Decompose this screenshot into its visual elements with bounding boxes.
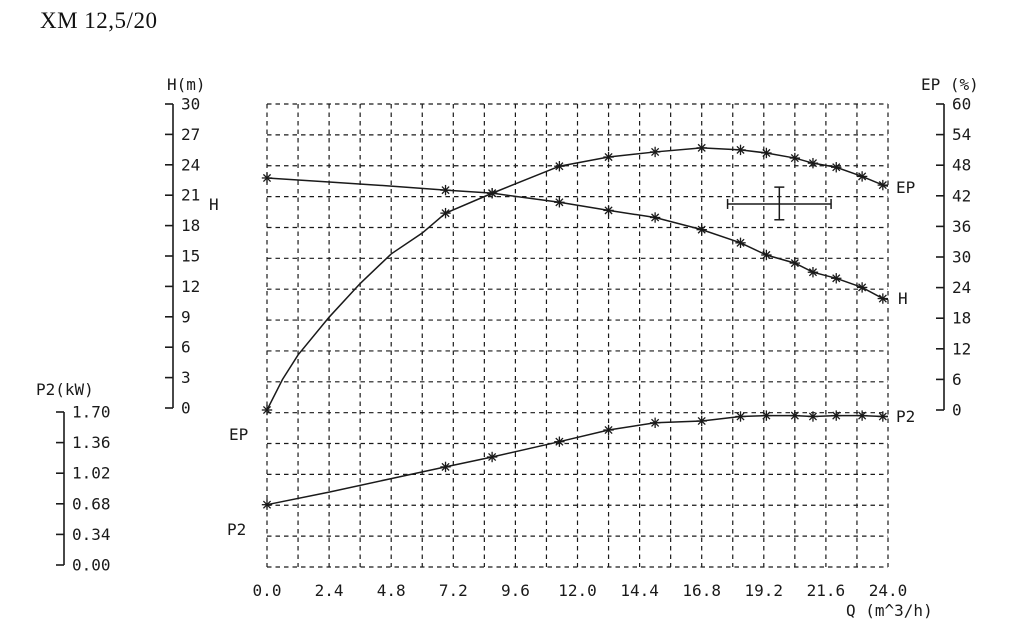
ep-axis-tick-label: 24 [952,278,971,297]
curve-label-p2-left: P2 [227,520,247,539]
p2-axis-title: P2(kW) [36,380,94,399]
h-axis-tick-label: 9 [181,307,191,326]
h-axis-title: H(m) [167,75,206,94]
h-axis-tick-label: 18 [181,216,200,235]
ep-axis-tick-label: 48 [952,156,971,175]
h-axis-tick-label: 3 [181,368,191,387]
x-axis-tick-label: 2.4 [315,581,344,600]
x-axis-tick-label: 19.2 [745,581,784,600]
x-axis-tick-label: 7.2 [439,581,468,600]
h-axis-tick-label: 30 [181,95,200,114]
ep-axis-tick-label: 6 [952,370,962,389]
ep-axis-title: EP (%) [921,75,979,94]
ep-axis-tick-label: 30 [952,248,971,267]
curve-label-p2-right: P2 [896,407,916,426]
p2-axis: 0.00 0.34 0.68 1.02 1.36 1.70 [56,403,111,575]
h-axis-tick-label: 21 [181,186,200,205]
curve-label-h-right: H [898,289,908,308]
markers-P2 [261,410,889,510]
ep-axis: 0 6 12 18 24 30 36 42 48 54 60 [936,95,971,420]
h-axis-tick-label: 12 [181,277,200,296]
p2-axis-tick-label: 0.00 [72,556,111,575]
ep-axis-tick-label: 0 [952,401,962,420]
ep-axis-tick-label: 18 [952,309,971,328]
page-title: XM 12,5/20 [40,8,158,33]
ep-axis-tick-label: 36 [952,217,971,236]
h-axis-tick-label: 24 [181,155,200,174]
x-axis-tick-label: 4.8 [377,581,406,600]
x-axis-tick-label: 14.4 [620,581,659,600]
h-axis-tick-label: 27 [181,125,200,144]
x-axis-tick-label: 21.6 [807,581,846,600]
ep-axis-tick-label: 42 [952,186,971,205]
p2-axis-tick-label: 0.68 [72,494,111,513]
ep-axis-tick-label: 12 [952,339,971,358]
curve-label-ep-left: EP [229,425,249,444]
x-axis-tick-label: 12.0 [558,581,597,600]
x-axis-tick-label: 0.0 [253,581,282,600]
x-axis-tick-label: 9.6 [501,581,530,600]
grid [266,103,889,568]
tolerance-cross [726,186,832,221]
x-axis-tick-label: 16.8 [682,581,721,600]
curve-label-h-left: H [209,195,219,214]
markers-EP [261,142,889,416]
p2-axis-tick-label: 1.70 [72,403,111,422]
x-axis-tick-label: 24.0 [869,581,908,600]
p2-axis-tick-label: 1.36 [72,433,111,452]
h-axis-tick-label: 0 [181,399,191,418]
ep-axis-tick-label: 54 [952,125,971,144]
q-axis-title: Q (m^3/h) [846,601,933,620]
p2-axis-tick-label: 1.02 [72,464,111,483]
h-axis-tick-label: 15 [181,247,200,266]
h-axis: 0 3 6 9 12 15 18 21 24 27 30 [165,95,200,418]
h-axis-tick-label: 6 [181,338,191,357]
curve-label-ep-right: EP [896,178,916,197]
p2-axis-tick-label: 0.34 [72,525,111,544]
ep-axis-tick-label: 60 [952,95,971,114]
markers-H [261,172,889,304]
x-axis: 0.0 2.4 4.8 7.2 9.6 12.0 14.4 16.8 19.2 21.6 24.0 [253,581,908,600]
